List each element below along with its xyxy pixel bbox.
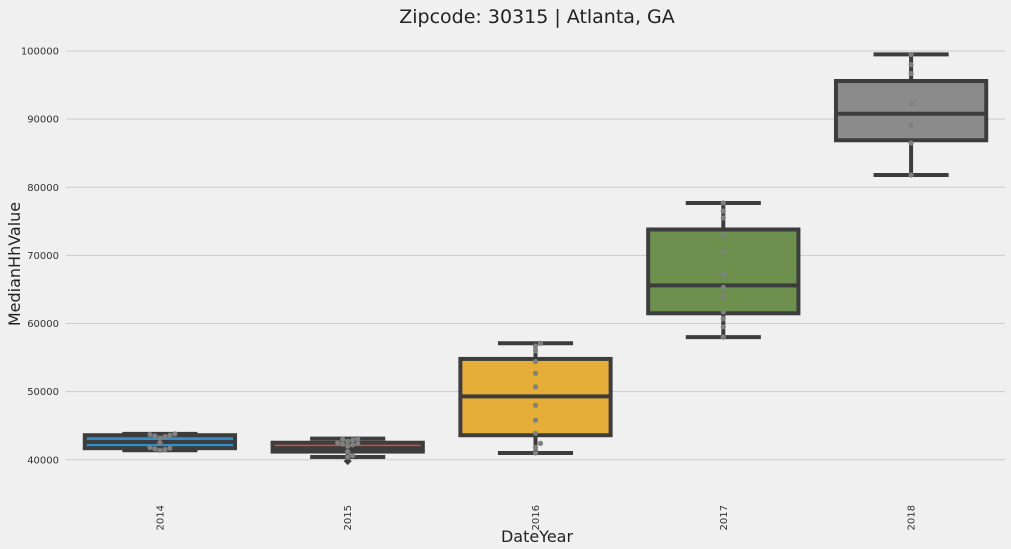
y-tick-label-60000: 60000 [27, 319, 59, 330]
y-axis-label: MedianHhValue [5, 202, 24, 326]
data-point-2017-2 [720, 316, 726, 322]
data-point-2014-3 [167, 445, 173, 451]
box-iqr-2018 [833, 79, 989, 143]
y-tick-label-40000: 40000 [27, 455, 59, 466]
x-tick-label-2015: 2015 [343, 505, 354, 530]
x-axis-label: DateYear [501, 527, 574, 546]
data-point-2014-5 [157, 440, 163, 446]
data-point-2015-4 [350, 442, 356, 448]
data-point-2015-8 [345, 438, 351, 444]
data-point-2017-3 [720, 309, 726, 315]
y-tick-label-50000: 50000 [27, 387, 59, 398]
data-point-2017-0 [720, 334, 726, 340]
data-point-2014-7 [162, 433, 168, 440]
boxes-group [82, 51, 989, 466]
y-tick-label-100000: 100000 [21, 47, 59, 58]
data-point-2017-7 [720, 248, 726, 254]
data-point-2014-4 [147, 444, 153, 451]
data-point-2015-2 [345, 448, 351, 455]
box-iqr-2017 [646, 227, 801, 316]
data-point-2015-11 [355, 436, 361, 442]
data-point-2017-4 [720, 293, 726, 299]
y-axis-ticks: 40000 50000 60000 70000 80000 90000 100000 [21, 47, 59, 467]
data-point-2014-0 [157, 447, 163, 453]
data-point-2017-11 [720, 200, 726, 206]
data-point-2017-10 [720, 208, 726, 214]
data-point-2018-5 [908, 62, 914, 68]
data-point-2015-5 [340, 441, 346, 447]
data-point-2016-11 [537, 340, 544, 346]
data-point-2016-8 [532, 359, 539, 365]
x-tick-label-2016: 2016 [531, 505, 542, 530]
data-point-2018-3 [908, 100, 914, 107]
data-point-2016-1 [532, 444, 539, 451]
x-tick-label-2017: 2017 [719, 505, 730, 530]
data-point-2015-9 [350, 437, 356, 443]
data-point-2015-10 [340, 436, 346, 442]
data-point-2016-4 [532, 417, 539, 423]
y-tick-label-90000: 90000 [27, 115, 59, 126]
box-2015 [270, 436, 425, 466]
data-point-2017-8 [720, 232, 726, 238]
box-2016 [458, 340, 613, 456]
x-tick-label-2018: 2018 [907, 505, 918, 530]
data-point-2018-4 [908, 70, 914, 77]
data-point-2014-8 [152, 433, 158, 439]
data-point-2015-7 [335, 440, 341, 446]
x-axis-ticks: 2014 2015 2016 2017 2018 [155, 505, 917, 530]
box-2017 [646, 200, 801, 340]
data-point-2015-0 [345, 454, 351, 460]
box-2018 [833, 51, 989, 178]
data-point-2018-0 [908, 172, 914, 178]
data-point-2015-3 [345, 443, 351, 449]
data-point-2014-9 [167, 432, 173, 438]
data-point-2016-6 [532, 384, 539, 390]
data-point-2015-1 [350, 453, 356, 459]
y-tick-label-80000: 80000 [27, 183, 59, 194]
data-point-2016-5 [532, 402, 539, 408]
data-point-2017-1 [720, 324, 726, 330]
data-point-2018-1 [908, 140, 914, 146]
y-tick-label-70000: 70000 [27, 251, 59, 262]
data-point-2018-6 [908, 51, 914, 58]
data-point-2014-10 [147, 431, 153, 438]
data-point-2018-2 [908, 122, 914, 128]
data-point-2014-1 [162, 446, 168, 453]
data-point-2016-3 [532, 430, 539, 436]
data-point-2016-10 [532, 343, 539, 349]
x-tick-label-2014: 2014 [155, 505, 166, 530]
data-point-2016-0 [532, 450, 539, 456]
outlier-2015-0 [343, 457, 352, 466]
data-point-2016-9 [532, 348, 539, 354]
data-point-2017-5 [720, 284, 726, 291]
box-2014 [82, 431, 238, 453]
data-point-2015-6 [355, 440, 361, 447]
data-point-2016-7 [532, 370, 539, 376]
data-point-2014-2 [152, 446, 158, 452]
data-point-2017-9 [720, 215, 726, 221]
data-point-2014-11 [172, 431, 178, 437]
data-point-2016-2 [537, 440, 544, 447]
data-point-2014-6 [157, 435, 163, 441]
data-point-2017-6 [720, 271, 726, 278]
chart-title: Zipcode: 30315 | Atlanta, GA [399, 6, 675, 28]
